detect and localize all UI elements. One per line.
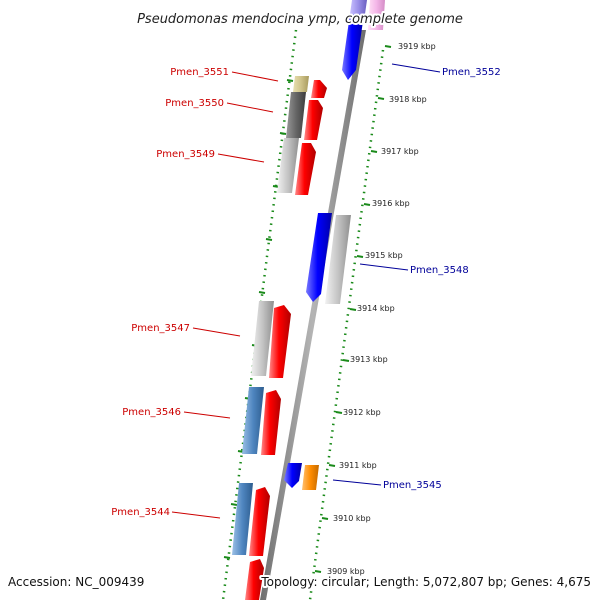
callout-pmen-3545 [332, 479, 382, 486]
gene-partial-arrow[interactable] [245, 559, 264, 600]
gene-pmen-3544-arrow[interactable] [249, 487, 270, 556]
feature-steelblue-block[interactable] [242, 387, 264, 454]
callout-pmen-3551 [231, 71, 279, 82]
callout-pmen-3547 [192, 327, 241, 337]
callout-pmen-3552 [391, 63, 441, 73]
feature-steelblue-block[interactable] [232, 483, 253, 555]
gene-pmen-3550-arrow[interactable] [304, 100, 323, 140]
tick-label: 3915 kbp [365, 251, 403, 260]
gene-label-pmen-3551[interactable]: Pmen_3551 [170, 67, 229, 78]
tick-label: 3917 kbp [381, 147, 419, 156]
feature-khaki-block[interactable] [293, 76, 309, 92]
gene-label-pmen-3549[interactable]: Pmen_3549 [156, 149, 215, 160]
tick-label: 3916 kbp [372, 199, 410, 208]
tick-label: 3911 kbp [339, 461, 377, 470]
tick-label: 3909 kbp [327, 567, 365, 576]
minus-strand-features [284, 0, 385, 490]
gene-label-pmen-3547[interactable]: Pmen_3547 [131, 323, 190, 334]
feature-pink-block[interactable] [368, 0, 385, 30]
gene-pmen-3546-arrow[interactable] [261, 390, 281, 455]
callout-pmen-3544 [171, 511, 221, 519]
genome-title: Pseudomonas mendocina ymp, complete geno… [137, 12, 463, 27]
tick-label: 3918 kbp [389, 95, 427, 104]
gene-label-pmen-3550[interactable]: Pmen_3550 [165, 98, 224, 109]
right-guide-line [308, 49, 385, 600]
feature-orange-block[interactable] [302, 465, 319, 490]
gene-label-pmen-3548[interactable]: Pmen_3548 [410, 265, 469, 276]
label-callouts [171, 63, 441, 519]
feature-grey-block[interactable] [325, 215, 351, 304]
tick-label: 3914 kbp [357, 304, 395, 313]
tick-label: 3910 kbp [333, 514, 371, 523]
topology-text: Topology: circular; Length: 5,072,807 bp… [260, 575, 591, 589]
gene-labels: Pmen_3551 Pmen_3550 Pmen_3549 Pmen_3547 … [111, 67, 500, 518]
feature-grey-block[interactable] [251, 301, 274, 376]
callout-pmen-3549 [217, 153, 265, 163]
tick-label: 3913 kbp [350, 355, 388, 364]
gene-label-pmen-3545[interactable]: Pmen_3545 [383, 480, 442, 491]
right-tick-dashes [314, 45, 392, 573]
gene-pmen-3548-arrow[interactable] [306, 213, 332, 302]
accession-text: Accession: NC_009439 [8, 575, 144, 589]
gene-pmen-3552-arrow[interactable] [342, 14, 364, 80]
gene-label-pmen-3546[interactable]: Pmen_3546 [122, 407, 181, 418]
feature-darkgrey-block[interactable] [286, 92, 306, 138]
tick-label: 3919 kbp [398, 42, 436, 51]
callout-pmen-3548 [359, 263, 409, 271]
gene-pmen-3551-arrow[interactable] [311, 80, 327, 98]
genome-backbone [260, 30, 366, 600]
gene-pmen-3547-arrow[interactable] [269, 305, 291, 378]
gene-pmen-3545-arrow[interactable] [284, 463, 302, 488]
left-tick-dashes [223, 79, 294, 559]
callout-pmen-3546 [183, 411, 231, 419]
tick-label: 3912 kbp [343, 408, 381, 417]
feature-lavender-block[interactable] [350, 0, 367, 14]
gene-pmen-3549-arrow[interactable] [295, 143, 316, 195]
gene-label-pmen-3544[interactable]: Pmen_3544 [111, 507, 170, 518]
callout-pmen-3550 [226, 102, 274, 113]
gene-label-pmen-3552[interactable]: Pmen_3552 [442, 67, 501, 78]
feature-grey-block[interactable] [277, 138, 299, 193]
plus-strand-features [232, 76, 327, 600]
tick-labels: 3919 kbp 3918 kbp 3917 kbp 3916 kbp 3915… [327, 42, 436, 576]
